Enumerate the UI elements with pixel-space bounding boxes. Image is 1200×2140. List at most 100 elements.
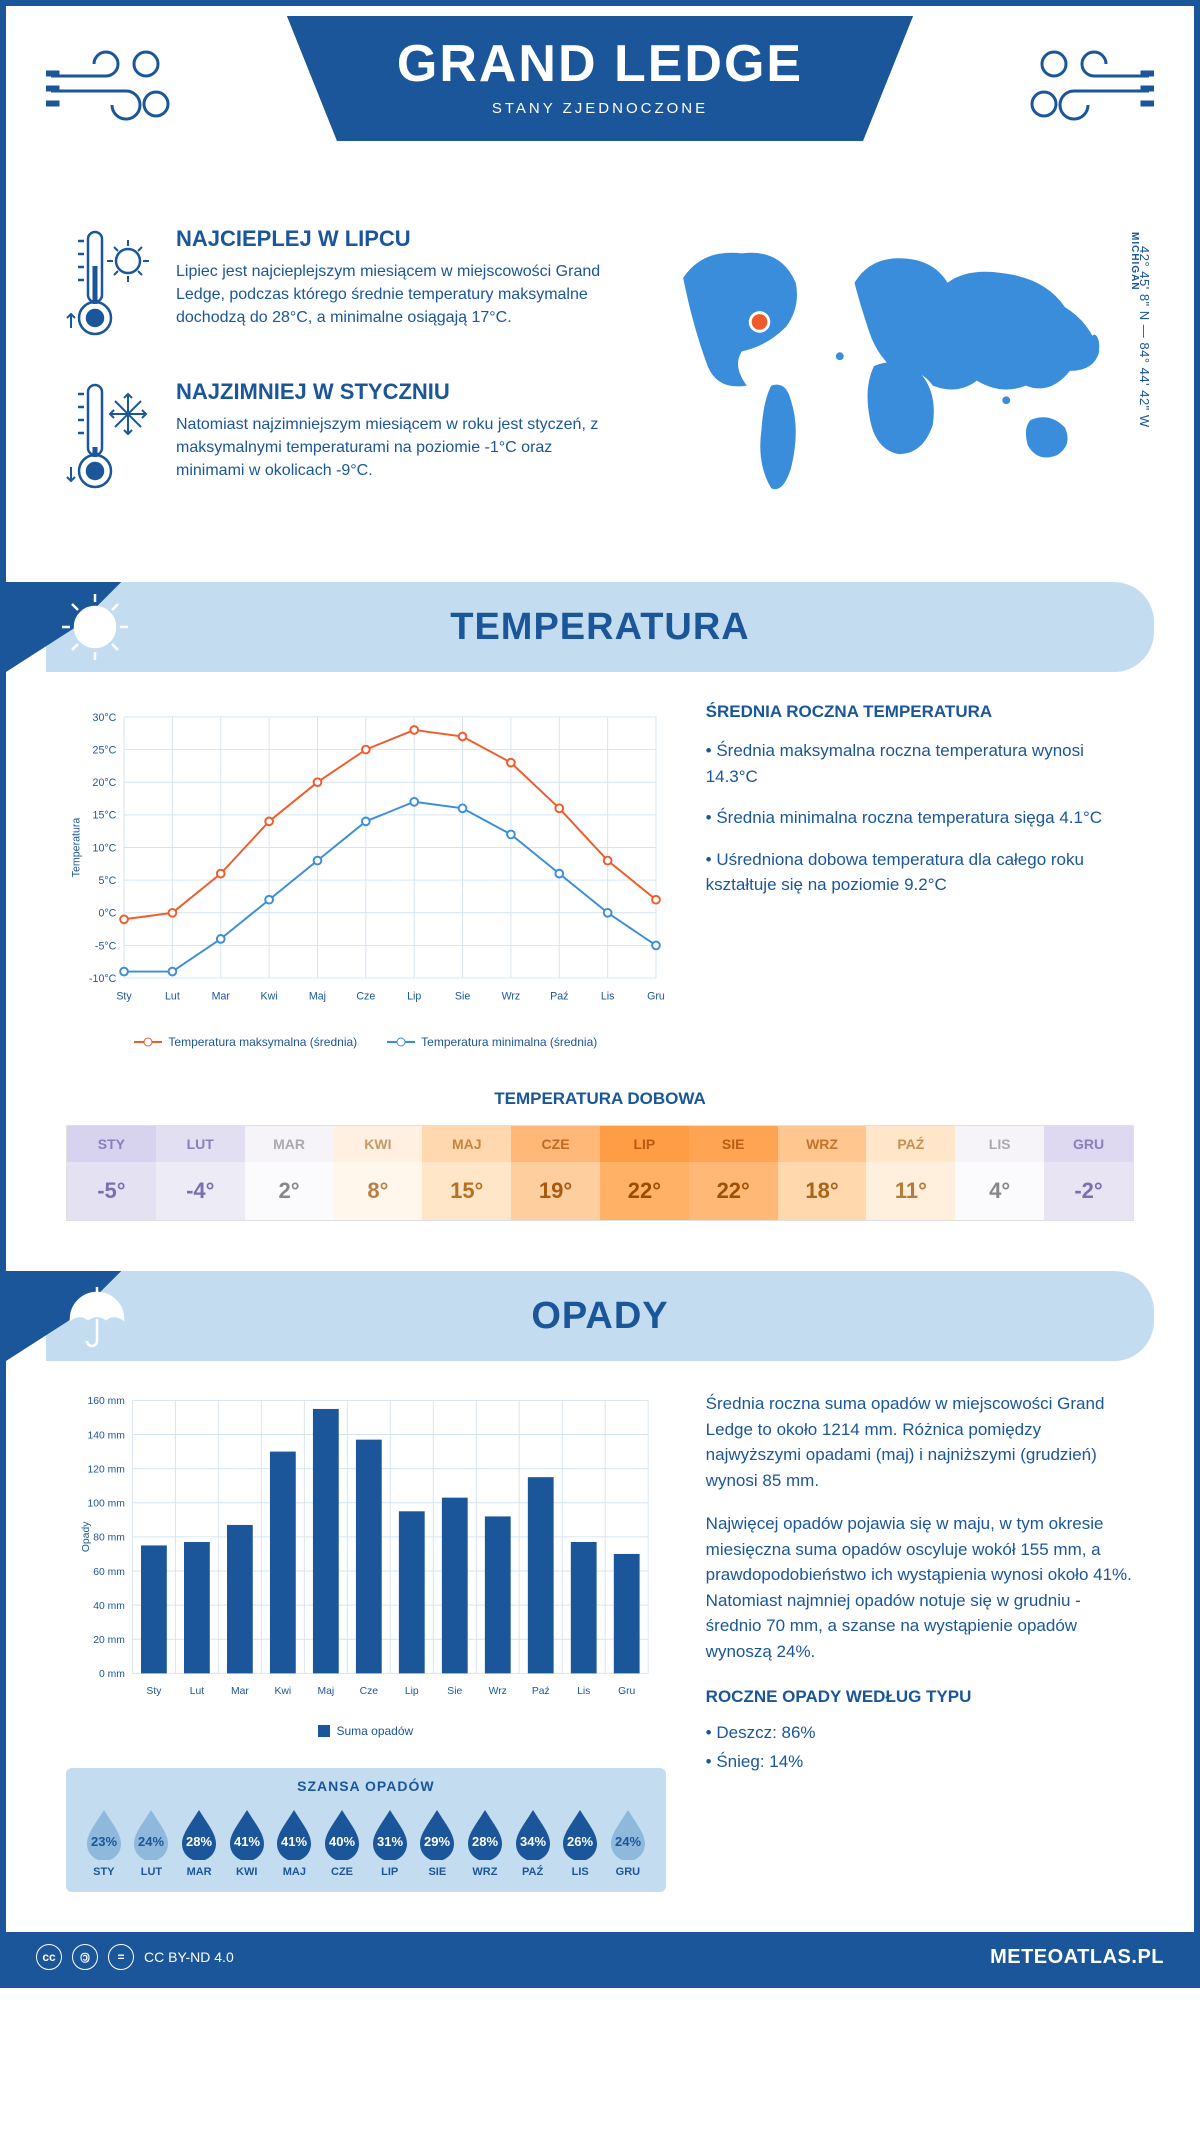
- chance-col: 28% WRZ: [461, 1806, 509, 1878]
- precip-chart: 0 mm20 mm40 mm60 mm80 mm100 mm120 mm140 …: [66, 1391, 666, 1711]
- svg-text:100 mm: 100 mm: [88, 1499, 125, 1510]
- svg-text:29%: 29%: [424, 1834, 450, 1849]
- temperature-legend: Temperatura maksymalna (średnia)Temperat…: [66, 1035, 666, 1049]
- daily-temp-col: LIS 4°: [955, 1126, 1044, 1220]
- svg-text:41%: 41%: [281, 1834, 307, 1849]
- svg-text:Maj: Maj: [318, 1686, 335, 1697]
- daily-temp-col: PAŹ 11°: [866, 1126, 955, 1220]
- chance-col: 40% CZE: [318, 1806, 366, 1878]
- svg-text:20°C: 20°C: [93, 777, 117, 789]
- intro-section: NAJCIEPLEJ W LIPCU Lipiec jest najcieple…: [6, 206, 1194, 572]
- daily-temp-col: LIP 22°: [600, 1126, 689, 1220]
- svg-text:Cze: Cze: [360, 1686, 379, 1697]
- svg-text:Sty: Sty: [116, 990, 132, 1002]
- svg-text:25°C: 25°C: [93, 744, 117, 756]
- svg-text:140 mm: 140 mm: [88, 1430, 125, 1441]
- svg-text:28%: 28%: [472, 1834, 498, 1849]
- daily-temp-col: MAJ 15°: [422, 1126, 511, 1220]
- svg-text:26%: 26%: [567, 1834, 593, 1849]
- precip-legend-label: Suma opadów: [336, 1724, 413, 1738]
- svg-text:28%: 28%: [186, 1834, 212, 1849]
- chance-col: 29% SIE: [413, 1806, 461, 1878]
- precip-type-item: • Deszcz: 86%: [706, 1720, 1134, 1746]
- svg-text:Wrz: Wrz: [502, 990, 521, 1002]
- svg-text:Kwi: Kwi: [275, 1686, 292, 1697]
- svg-text:31%: 31%: [377, 1834, 403, 1849]
- site-label: METEOATLAS.PL: [990, 1946, 1164, 1969]
- daily-temp-col: SIE 22°: [689, 1126, 778, 1220]
- precip-legend: Suma opadów: [66, 1724, 666, 1738]
- svg-text:Lip: Lip: [405, 1686, 419, 1697]
- svg-text:120 mm: 120 mm: [88, 1464, 125, 1475]
- svg-text:Paź: Paź: [532, 1686, 550, 1697]
- hot-month-text: Lipiec jest najcieplejszym miesiącem w m…: [176, 260, 604, 330]
- title-banner: GRAND LEDGE STANY ZJEDNOCZONE: [287, 16, 913, 141]
- daily-temp-col: LUT -4°: [156, 1126, 245, 1220]
- daily-temp-col: CZE 19°: [511, 1126, 600, 1220]
- svg-text:-10°C: -10°C: [89, 973, 117, 985]
- svg-text:Lis: Lis: [601, 990, 615, 1002]
- cold-month-text: Natomiast najzimniejszym miesiącem w rok…: [176, 413, 604, 483]
- world-map: [644, 226, 1134, 506]
- annual-temp-title: ŚREDNIA ROCZNA TEMPERATURA: [706, 702, 1134, 722]
- svg-text:60 mm: 60 mm: [93, 1567, 125, 1578]
- svg-text:Lut: Lut: [165, 990, 180, 1002]
- svg-text:-5°C: -5°C: [95, 940, 117, 952]
- header: GRAND LEDGE STANY ZJEDNOCZONE: [6, 6, 1194, 206]
- chance-col: 28% MAR: [175, 1806, 223, 1878]
- coordinates-label: 42° 45' 8" N — 84° 44' 42" W: [1137, 246, 1152, 428]
- svg-text:Temperatura: Temperatura: [71, 818, 83, 878]
- svg-text:Sie: Sie: [455, 990, 470, 1002]
- svg-text:40%: 40%: [329, 1834, 355, 1849]
- precip-type-title: ROCZNE OPADY WEDŁUG TYPU: [706, 1684, 1134, 1710]
- chance-title: SZANSA OPADÓW: [80, 1778, 652, 1794]
- daily-temp-title: TEMPERATURA DOBOWA: [66, 1089, 1134, 1109]
- umbrella-icon: [56, 1277, 134, 1355]
- temp-bullet: • Uśredniona dobowa temperatura dla całe…: [706, 847, 1134, 898]
- location-title: GRAND LEDGE: [397, 34, 803, 94]
- precip-text-1: Średnia roczna suma opadów w miejscowośc…: [706, 1391, 1134, 1493]
- svg-text:24%: 24%: [138, 1834, 164, 1849]
- svg-text:Lis: Lis: [577, 1686, 590, 1697]
- daily-temp-col: MAR 2°: [245, 1126, 334, 1220]
- daily-temp-col: STY -5°: [67, 1126, 156, 1220]
- svg-text:34%: 34%: [520, 1834, 546, 1849]
- svg-text:40 mm: 40 mm: [93, 1601, 125, 1612]
- wind-icon-left: [46, 36, 186, 150]
- chance-col: 26% LIS: [556, 1806, 604, 1878]
- svg-text:160 mm: 160 mm: [88, 1396, 125, 1407]
- svg-text:0 mm: 0 mm: [99, 1669, 125, 1680]
- daily-temp-col: GRU -2°: [1044, 1126, 1133, 1220]
- svg-text:Lut: Lut: [190, 1686, 205, 1697]
- precip-section: 0 mm20 mm40 mm60 mm80 mm100 mm120 mm140 …: [6, 1391, 1194, 1932]
- daily-temp-col: WRZ 18°: [778, 1126, 867, 1220]
- legend-item: Temperatura maksymalna (średnia): [134, 1035, 357, 1049]
- chance-col: 31% LIP: [366, 1806, 414, 1878]
- footer: cc 🄯 = CC BY-ND 4.0 METEOATLAS.PL: [6, 1932, 1194, 1982]
- svg-text:Maj: Maj: [309, 990, 326, 1002]
- svg-text:15°C: 15°C: [93, 810, 117, 822]
- svg-text:Cze: Cze: [356, 990, 375, 1002]
- temperature-chart: -10°C-5°C0°C5°C10°C15°C20°C25°C30°CStyLu…: [66, 702, 666, 1049]
- svg-text:Lip: Lip: [407, 990, 421, 1002]
- svg-text:Opady: Opady: [81, 1521, 92, 1552]
- temp-bullet: • Średnia minimalna roczna temperatura s…: [706, 805, 1134, 831]
- cold-month-title: NAJZIMNIEJ W STYCZNIU: [176, 379, 604, 405]
- thermometer-hot-icon: [66, 226, 156, 351]
- temperature-title: TEMPERATURA: [450, 606, 750, 649]
- thermometer-cold-icon: [66, 379, 156, 504]
- svg-text:Sty: Sty: [146, 1686, 162, 1697]
- svg-text:Mar: Mar: [212, 990, 231, 1002]
- svg-text:24%: 24%: [615, 1834, 641, 1849]
- temperature-info: ŚREDNIA ROCZNA TEMPERATURA • Średnia mak…: [706, 702, 1134, 1049]
- svg-text:Gru: Gru: [647, 990, 665, 1002]
- chance-col: 34% PAŹ: [509, 1806, 557, 1878]
- svg-text:Paź: Paź: [550, 990, 568, 1002]
- svg-text:30°C: 30°C: [93, 712, 117, 724]
- location-subtitle: STANY ZJEDNOCZONE: [397, 100, 803, 117]
- page: GRAND LEDGE STANY ZJEDNOCZONE NAJCIEPLEJ…: [0, 0, 1200, 1988]
- cc-icon: cc: [36, 1944, 62, 1970]
- nd-icon: =: [108, 1944, 134, 1970]
- chance-col: 24% GRU: [604, 1806, 652, 1878]
- svg-text:Sie: Sie: [447, 1686, 462, 1697]
